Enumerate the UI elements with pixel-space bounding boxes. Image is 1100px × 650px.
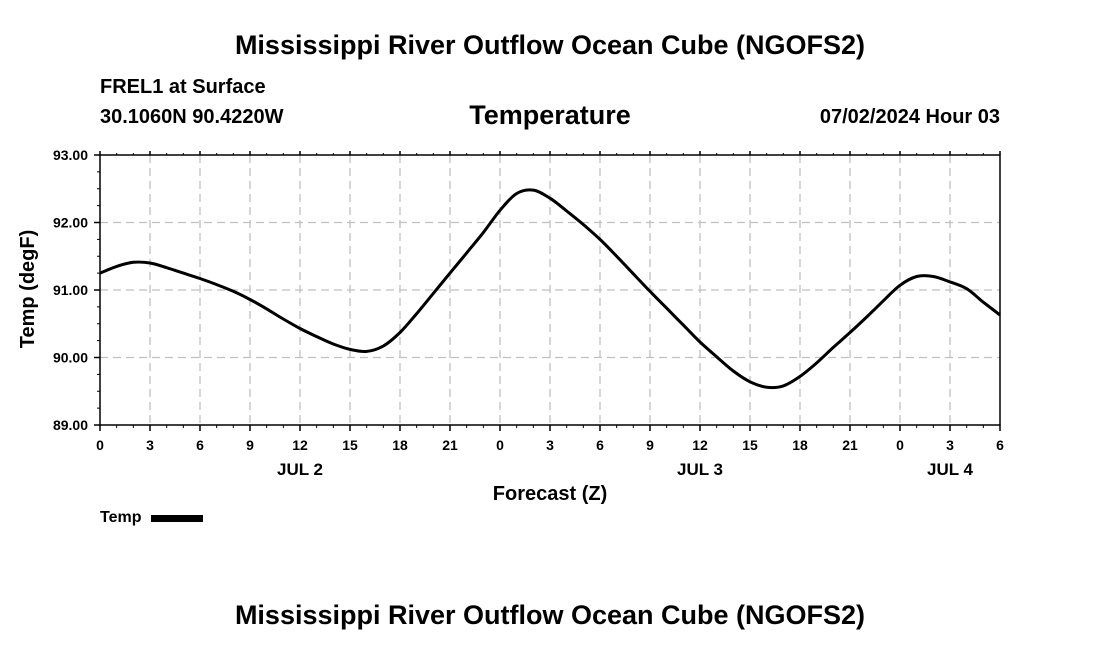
x-axis-label: Forecast (Z) (493, 483, 607, 505)
chart-title: Mississippi River Outflow Ocean Cube (NG… (234, 30, 866, 60)
x-tick-label: 0 (96, 437, 104, 453)
legend-line-swatch (151, 514, 204, 522)
x-tick-label: 9 (246, 437, 254, 453)
x-tick-label: 18 (392, 437, 408, 453)
x-tick-label: 3 (146, 437, 154, 453)
axis-ticks (94, 151, 1001, 431)
legend: Temp (100, 509, 204, 527)
x-tick-labels: 0 3 6 9 12 15 18 21 0 3 6 9 12 15 18 21 0 3 6 (96, 437, 1004, 453)
x-tick-label: 12 (692, 437, 708, 453)
x-tick-label: 6 (596, 437, 604, 453)
x-tick-label: 0 (896, 437, 904, 453)
x-tick-label: 6 (196, 437, 204, 453)
x-tick-label: 3 (946, 437, 954, 453)
station-coordinates: 30.1060N 90.4220W (100, 106, 284, 128)
grid (100, 155, 1000, 425)
forecast-datetime: 07/02/2024 Hour 03 (819, 106, 1000, 128)
x-tick-label: 6 (996, 437, 1004, 453)
x-tick-label: 18 (792, 437, 808, 453)
x-tick-label: 12 (292, 437, 308, 453)
x-tick-label: 15 (342, 437, 358, 453)
x-tick-label: 3 (546, 437, 554, 453)
day-label: JUL 3 (677, 460, 723, 479)
y-tick-label: 91.00 (53, 282, 88, 298)
day-labels: JUL 2 JUL 3 JUL 4 (277, 460, 974, 479)
x-tick-label: 21 (842, 437, 858, 453)
parameter-title: Temperature (469, 100, 631, 130)
x-tick-label: 21 (442, 437, 458, 453)
legend-label: Temp (100, 509, 142, 526)
y-tick-label: 93.00 (53, 147, 88, 163)
x-tick-label: 0 (496, 437, 504, 453)
station-label: FREL1 at Surface (100, 76, 266, 98)
footer-title: Mississippi River Outflow Ocean Cube (NG… (234, 600, 866, 630)
x-tick-label: 9 (646, 437, 654, 453)
y-tick-label: 89.00 (53, 417, 88, 433)
y-tick-label: 90.00 (53, 350, 88, 366)
x-tick-label: 15 (742, 437, 758, 453)
series-line-temp (99, 188, 1001, 390)
day-label: JUL 2 (277, 460, 323, 479)
y-tick-label: 92.00 (53, 215, 88, 231)
y-axis-label: Temp (degF) (17, 230, 39, 349)
day-label: JUL 4 (927, 460, 974, 479)
y-tick-labels: 89.00 90.00 91.00 92.00 93.00 (53, 147, 88, 433)
